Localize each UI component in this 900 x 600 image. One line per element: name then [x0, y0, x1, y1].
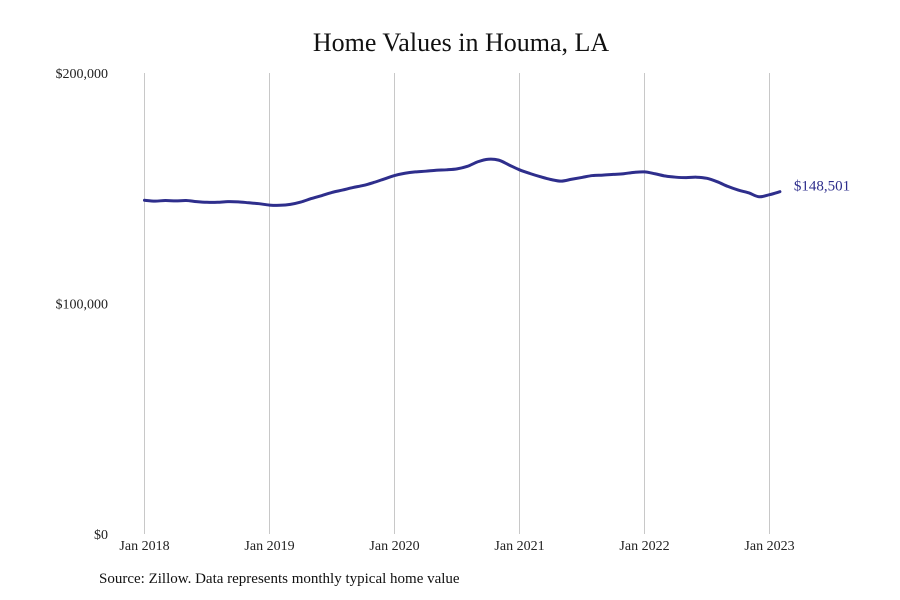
chart-title: Home Values in Houma, LA: [313, 28, 610, 57]
x-tick-label: Jan 2021: [494, 539, 544, 554]
x-tick-label: Jan 2022: [619, 539, 669, 554]
source-note: Source: Zillow. Data represents monthly …: [99, 571, 460, 587]
x-tick-label: Jan 2019: [244, 539, 294, 554]
end-value-label: $148,501: [794, 179, 850, 195]
x-axis: Jan 2018 Jan 2019 Jan 2020 Jan 2021 Jan 2022…: [119, 539, 794, 554]
home-value-line: [143, 157, 782, 207]
y-tick-label: $100,000: [56, 298, 109, 313]
y-tick-label: $200,000: [56, 67, 109, 82]
x-tick-label: Jan 2023: [744, 539, 794, 554]
x-tick-label: Jan 2020: [369, 539, 419, 554]
gridlines: [144, 73, 770, 534]
y-axis: $0 $100,000 $200,000: [56, 67, 109, 543]
y-tick-label: $0: [94, 528, 108, 543]
x-tick-label: Jan 2018: [119, 539, 169, 554]
series-layer: $148,501: [143, 157, 850, 207]
